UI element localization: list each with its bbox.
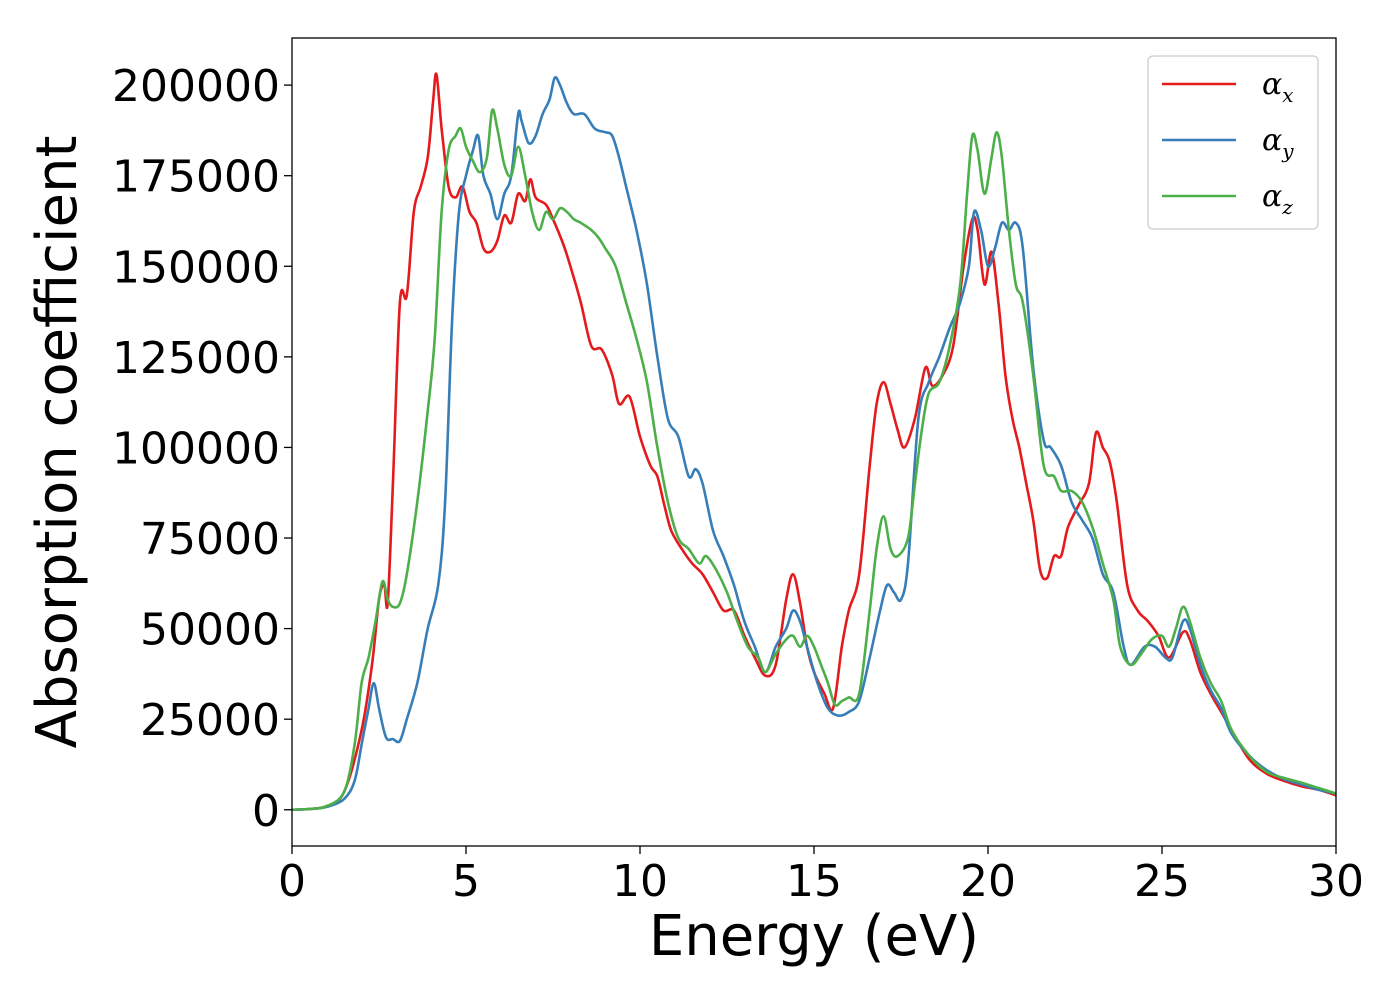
x-tick-label: 15	[786, 856, 842, 907]
x-tick-label: 0	[278, 856, 306, 907]
legend-symbol: α	[1262, 67, 1282, 102]
legend-symbol: α	[1262, 123, 1282, 158]
y-tick-label: 125000	[112, 333, 280, 384]
y-axis-label: Absorption coefficient	[25, 136, 90, 749]
x-tick-label: 5	[452, 856, 480, 907]
y-tick-label: 75000	[140, 514, 280, 565]
legend-label-x: αx	[1262, 67, 1294, 107]
x-axis-label: Energy (eV)	[649, 904, 979, 969]
y-ticks: 0 25000 50000 75000 100000 125000 150000 175000…	[112, 61, 292, 837]
legend-label-z: αz	[1262, 179, 1293, 219]
series-line-z	[291, 108, 1337, 812]
y-tick-label: 50000	[140, 605, 280, 656]
y-tick-label: 175000	[112, 152, 280, 203]
x-tick-label: 10	[612, 856, 668, 907]
y-tick-label: 150000	[112, 242, 280, 293]
legend-subscript: y	[1281, 139, 1294, 163]
series-line-x	[291, 72, 1337, 812]
y-tick-label: 200000	[112, 61, 280, 112]
legend-label-y: αy	[1262, 123, 1294, 163]
x-tick-label: 30	[1308, 856, 1364, 907]
y-tick-label: 25000	[140, 695, 280, 746]
y-tick-label: 0	[252, 786, 280, 837]
y-tick-label: 100000	[112, 423, 280, 474]
x-ticks: 0 5 10 15 20 25 30	[278, 846, 1364, 907]
x-tick-label: 20	[960, 856, 1016, 907]
legend-subscript: z	[1281, 195, 1293, 219]
legend-symbol: α	[1262, 179, 1282, 214]
series-layer	[291, 72, 1337, 812]
legend-subscript: x	[1282, 83, 1293, 107]
x-tick-label: 25	[1134, 856, 1190, 907]
legend-box	[1147, 55, 1319, 230]
